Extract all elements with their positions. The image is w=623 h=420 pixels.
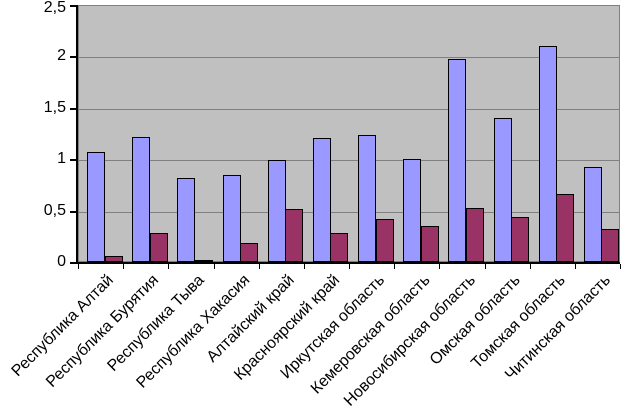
- x-axis-tick: [575, 264, 576, 269]
- x-axis-line: [76, 262, 620, 264]
- y-axis-tick-label: 1,5: [43, 99, 66, 116]
- bar-series-2-maroon-5: [285, 209, 303, 262]
- x-axis-tick: [530, 264, 531, 269]
- bar-series-1-blue-4: [223, 175, 241, 262]
- bar-series-2-maroon-11: [556, 194, 574, 262]
- bar-series-2-maroon-8: [421, 226, 439, 262]
- bar-series-1-blue-1: [87, 152, 105, 262]
- y-axis-tick: [70, 211, 76, 213]
- bar-series-2-maroon-6: [330, 233, 348, 262]
- x-axis-tick: [620, 264, 621, 269]
- bar-series-1-blue-9: [448, 59, 466, 262]
- plot-area: [78, 5, 620, 262]
- x-axis-tick: [349, 264, 350, 269]
- bar-series-1-blue-7: [358, 135, 376, 262]
- bar-series-2-maroon-10: [511, 217, 529, 262]
- gridline: [79, 57, 619, 58]
- bar-series-1-blue-11: [539, 46, 557, 262]
- gridline: [79, 109, 619, 110]
- gridline: [79, 212, 619, 213]
- y-axis-tick-label: 2: [57, 47, 66, 64]
- bar-series-1-blue-8: [403, 159, 421, 262]
- y-axis-tick: [70, 262, 76, 264]
- x-axis-tick: [259, 264, 260, 269]
- bar-series-1-blue-2: [132, 137, 150, 262]
- bar-series-2-maroon-2: [150, 233, 168, 262]
- y-axis-tick: [70, 56, 76, 58]
- bar-series-2-maroon-4: [240, 243, 258, 262]
- bar-series-2-maroon-7: [376, 219, 394, 262]
- x-axis-tick: [78, 264, 79, 269]
- x-axis-tick: [439, 264, 440, 269]
- y-axis-tick-label: 0: [57, 253, 66, 270]
- gridline: [79, 160, 619, 161]
- x-axis-tick: [394, 264, 395, 269]
- y-axis-tick: [70, 159, 76, 161]
- y-axis-tick-label: 2,5: [43, 0, 66, 16]
- bar-series-2-maroon-12: [601, 229, 619, 262]
- x-axis-tick: [123, 264, 124, 269]
- bar-series-1-blue-10: [494, 118, 512, 262]
- x-axis-tick: [168, 264, 169, 269]
- y-axis-tick-label: 0,5: [43, 202, 66, 219]
- x-axis-tick: [214, 264, 215, 269]
- bar-series-1-blue-12: [584, 167, 602, 262]
- x-axis-tick: [485, 264, 486, 269]
- y-axis-tick: [70, 5, 76, 7]
- x-axis-tick: [304, 264, 305, 269]
- y-axis-tick: [70, 108, 76, 110]
- y-axis-tick-label: 1: [57, 150, 66, 167]
- bar-series-1-blue-3: [177, 178, 195, 262]
- bar-series-1-blue-5: [268, 160, 286, 262]
- y-axis-line: [76, 5, 78, 264]
- bar-series-2-maroon-3: [195, 260, 213, 262]
- bar-series-2-maroon-1: [105, 256, 123, 262]
- bar-series-2-maroon-9: [466, 208, 484, 262]
- bar-series-1-blue-6: [313, 138, 331, 262]
